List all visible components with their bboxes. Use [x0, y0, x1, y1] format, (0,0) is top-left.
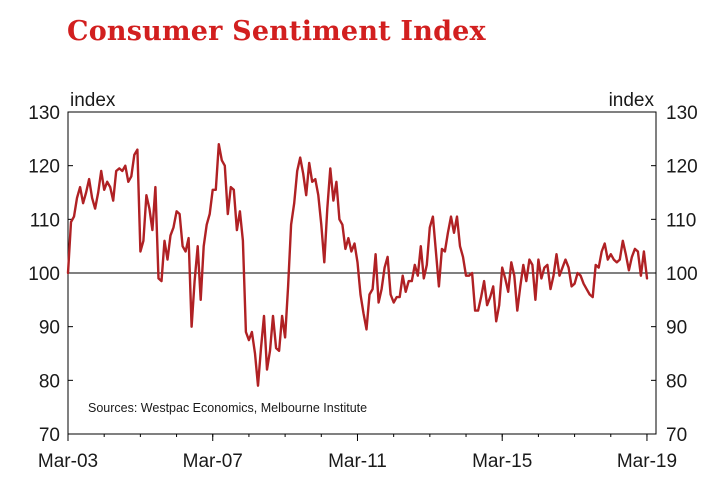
- y-axis-label-left: index: [70, 90, 116, 111]
- chart-title: Consumer Sentiment Index: [67, 16, 486, 47]
- y-tick-label-right: 100: [666, 264, 698, 285]
- y-tick-label-right: 90: [666, 318, 687, 339]
- y-tick-label-left: 120: [28, 157, 60, 178]
- y-tick-label-right: 80: [666, 371, 687, 392]
- y-tick-label-right: 120: [666, 157, 698, 178]
- y-tick-label-left: 100: [28, 264, 60, 285]
- series-line-0: [66, 142, 649, 387]
- y-tick-label-right: 110: [666, 210, 696, 231]
- y-tick-label-left: 130: [28, 103, 60, 124]
- x-tick-label: Mar-03: [38, 451, 98, 472]
- y-tick-label-left: 90: [39, 318, 60, 339]
- y-tick-label-left: 110: [30, 210, 60, 231]
- y-axis-label-right: index: [609, 90, 655, 111]
- y-tick-label-left: 70: [39, 425, 60, 446]
- x-tick-label: Mar-11: [328, 451, 387, 472]
- y-tick-label-right: 130: [666, 103, 698, 124]
- y-tick-label-left: 80: [39, 371, 60, 392]
- x-tick-label: Mar-07: [183, 451, 243, 472]
- x-tick-label: Mar-15: [472, 451, 532, 472]
- x-tick-label: Mar-19: [617, 451, 677, 472]
- source-note: Sources: Westpac Economics, Melbourne In…: [88, 401, 367, 415]
- y-tick-label-right: 70: [666, 425, 687, 446]
